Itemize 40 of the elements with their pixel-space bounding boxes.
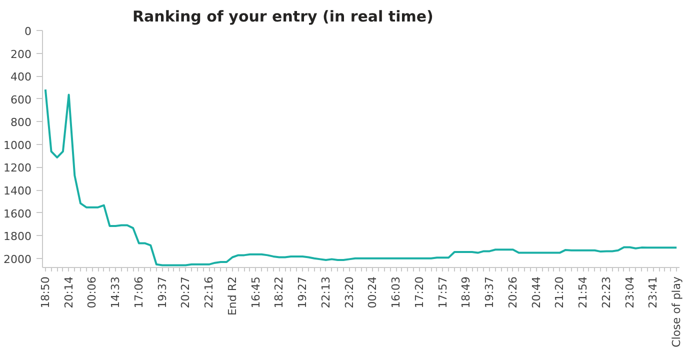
x-tick-label: 19:37 (156, 276, 169, 308)
y-tick-label: 2000 (4, 252, 32, 266)
x-tick-label: 22:16 (202, 276, 216, 308)
x-tick-label: 18:49 (460, 276, 473, 308)
y-tick-label: 1600 (4, 207, 32, 220)
x-tick-label: 17:57 (436, 276, 450, 308)
x-tick-label: 21:20 (553, 276, 566, 308)
x-tick-label: 17:20 (412, 276, 426, 308)
y-tick-label: 200 (10, 48, 32, 61)
x-tick-label: 19:27 (296, 276, 310, 308)
x-tick-label: 16:45 (249, 276, 262, 308)
x-tick-label: 23:04 (623, 276, 636, 308)
x-tick-label: End R2 (226, 276, 239, 316)
x-tick-label: 18:50 (38, 276, 52, 308)
x-tick-label: Close of play (670, 276, 684, 348)
x-tick-label: 00:06 (86, 276, 99, 308)
x-tick-label: 18:22 (272, 276, 286, 308)
x-tick-label: 19:37 (483, 276, 496, 308)
x-tick-label: 22:13 (319, 276, 332, 308)
y-tick-label: 1200 (4, 162, 32, 175)
x-tick-label: 17:06 (132, 276, 146, 308)
chart-title: Ranking of your entry (in real time) (132, 8, 434, 26)
x-tick-label: 22:23 (600, 276, 613, 308)
x-tick-label: 20:44 (530, 276, 543, 308)
x-tick-label: 20:26 (506, 276, 520, 308)
x-tick-label: 21:54 (576, 276, 590, 308)
x-tick-label: 00:24 (366, 276, 380, 308)
y-tick-label: 1400 (4, 184, 32, 198)
x-tick-label: 23:20 (342, 276, 356, 308)
y-tick-label: 800 (10, 116, 32, 130)
y-tick-label: 1800 (4, 230, 32, 244)
y-tick-label: 600 (10, 93, 32, 106)
x-tick-label: 14:33 (109, 276, 122, 308)
x-tick-label: 20:27 (179, 276, 192, 308)
x-tick-label: 20:14 (62, 276, 76, 308)
y-tick-label: 0 (24, 25, 32, 38)
x-tick-label: 23:41 (646, 276, 660, 308)
x-tick-label: 16:03 (390, 276, 403, 308)
y-tick-label: 400 (10, 70, 32, 84)
y-tick-label: 1000 (4, 138, 32, 152)
